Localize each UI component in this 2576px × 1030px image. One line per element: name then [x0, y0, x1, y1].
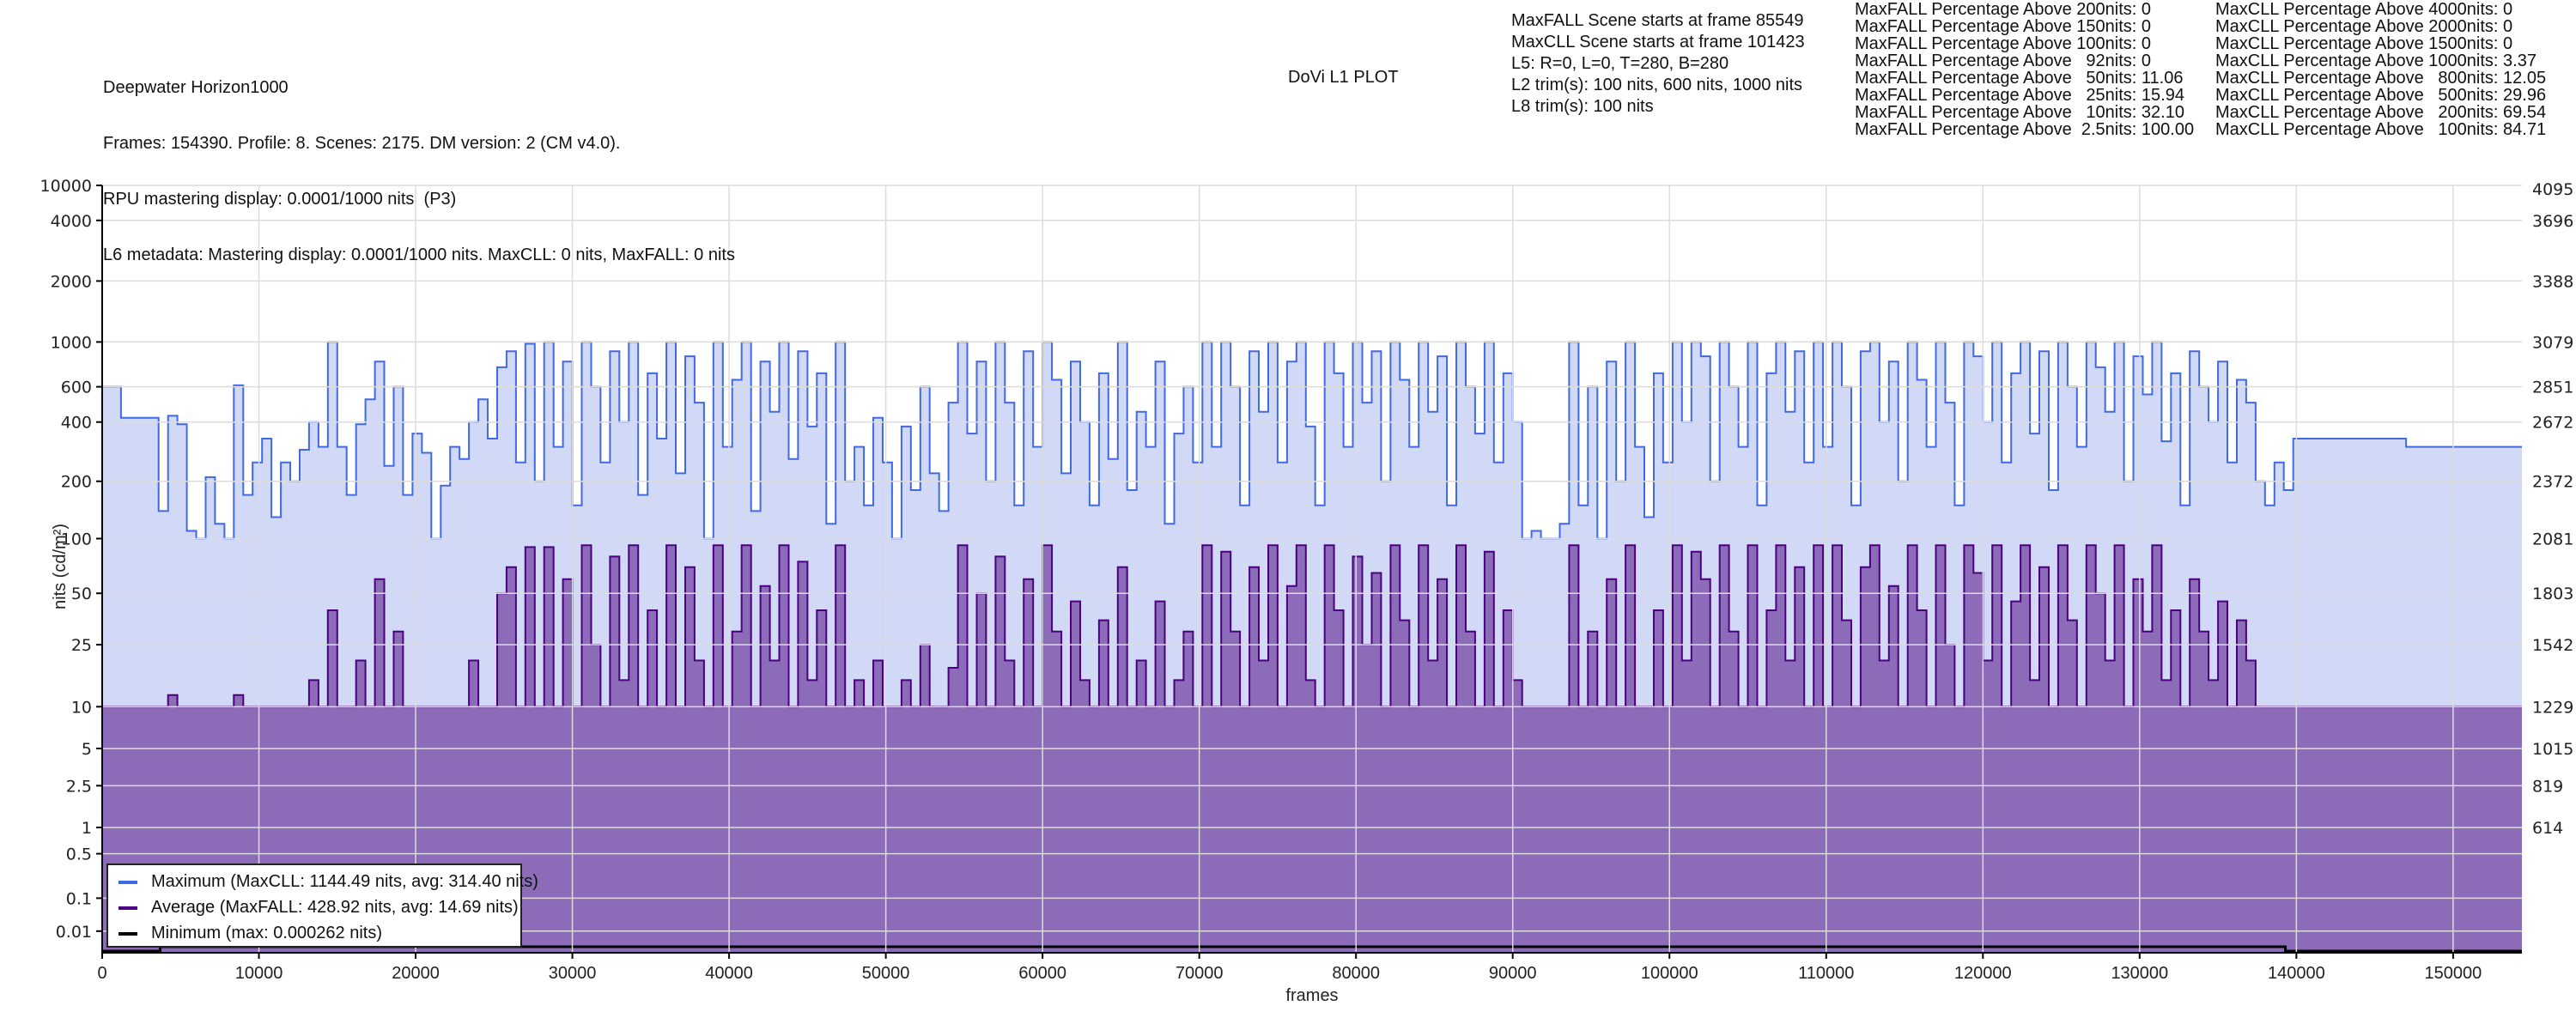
y2-tick-label: 1229 — [2532, 698, 2573, 717]
l6-metadata-info: L6 metadata: Mastering display: 0.0001/1… — [103, 245, 735, 264]
x-axis-label: frames — [1285, 986, 1338, 1005]
maxfall-stat-line: MaxFALL Percentage Above 10nits: 32.10 — [1855, 103, 2184, 122]
legend-avg-label: Average (MaxFALL: 428.92 nits, avg: 14.6… — [151, 898, 519, 917]
y-tick-label: 0.5 — [66, 845, 92, 864]
min-series-line — [102, 945, 2522, 953]
frames-info: Frames: 154390. Profile: 8. Scenes: 2175… — [103, 134, 621, 153]
x-tick-label: 80000 — [1332, 964, 1380, 983]
y2-tick-label: 3388 — [2532, 272, 2573, 291]
scene-info-line: MaxFALL Scene starts at frame 85549 — [1511, 11, 1804, 30]
maxfall-stat-line: MaxFALL Percentage Above 200nits: 0 — [1855, 0, 2152, 19]
y2-tick-label: 2372 — [2532, 473, 2573, 492]
y-tick-label: 1000 — [51, 333, 92, 352]
x-tick-label: 20000 — [392, 964, 440, 983]
x-tick-label: 70000 — [1176, 964, 1224, 983]
legend-item-avg: Average (MaxFALL: 428.92 nits, avg: 14.6… — [118, 894, 519, 920]
maxfall-stat-line: MaxFALL Percentage Above 150nits: 0 — [1855, 17, 2152, 36]
maxfall-stat-line: MaxFALL Percentage Above 2.5nits: 100.00 — [1855, 120, 2195, 139]
maxcll-stat-line: MaxCLL Percentage Above 100nits: 84.71 — [2215, 120, 2547, 139]
y2-tick-label: 1803 — [2532, 585, 2573, 603]
scene-info-line: MaxCLL Scene starts at frame 101423 — [1511, 33, 1805, 52]
avg-swatch — [118, 906, 137, 910]
y2-tick-label: 2672 — [2532, 414, 2573, 433]
x-tick-label: 120000 — [1954, 964, 2012, 983]
maxfall-stat-line: MaxFALL Percentage Above 25nits: 15.94 — [1855, 86, 2184, 105]
scene-info-line: L5: R=0, L=0, T=280, B=280 — [1511, 54, 1729, 73]
legend: Maximum (MaxCLL: 1144.49 nits, avg: 314.… — [106, 863, 538, 948]
legend-max-label: Maximum (MaxCLL: 1144.49 nits, avg: 314.… — [151, 872, 538, 891]
x-tick-label: 150000 — [2424, 964, 2482, 983]
header-info-left: Deepwater Horizon1000 Frames: 154390. Pr… — [103, 43, 735, 283]
y-tick-label: 4000 — [51, 212, 92, 231]
y2-tick-label: 3079 — [2532, 333, 2573, 352]
y-tick-label: 400 — [61, 414, 92, 433]
max-swatch — [118, 880, 137, 884]
x-tick-label: 130000 — [2111, 964, 2168, 983]
y-tick-label: 1 — [82, 819, 92, 838]
y2-tick-label: 819 — [2532, 777, 2563, 796]
x-tick-label: 50000 — [862, 964, 910, 983]
maxcll-stat-line: MaxCLL Percentage Above 4000nits: 0 — [2215, 0, 2513, 19]
axes: 0 10000 20000 30000 40000 50000 60000 70000 8000… — [40, 177, 2574, 1005]
maxfall-stat-line: MaxFALL Percentage Above 100nits: 0 — [1855, 34, 2152, 53]
y-tick-label: 0.01 — [56, 923, 92, 942]
y-tick-label: 10000 — [40, 177, 92, 196]
y2-tick-label: 2851 — [2532, 379, 2573, 397]
y-tick-label: 2.5 — [66, 777, 92, 796]
y-tick-label: 0.1 — [66, 889, 92, 908]
plot-title: DoVi L1 PLOT — [1288, 68, 1399, 87]
maxcll-stats: MaxCLL Percentage Above 4000nits: 0 MaxCL… — [2215, 1, 2546, 138]
maxfall-stat-line: MaxFALL Percentage Above 92nits: 0 — [1855, 52, 2152, 70]
y2-tick-label: 2081 — [2532, 530, 2573, 549]
maxcll-stat-line: MaxCLL Percentage Above 1000nits: 3.37 — [2215, 52, 2537, 70]
y2-tick-label: 4095 — [2532, 180, 2573, 199]
x-tick-label: 110000 — [1798, 964, 1854, 983]
rpu-mastering-info: RPU mastering display: 0.0001/1000 nits … — [103, 190, 457, 209]
x-tick-label: 140000 — [2268, 964, 2325, 983]
scene-info-block: MaxFALL Scene starts at frame 85549 MaxCL… — [1511, 10, 1805, 118]
x-tick-label: 100000 — [1641, 964, 1698, 983]
y2-tick-label: 614 — [2532, 819, 2563, 838]
y-tick-label: 25 — [71, 636, 92, 655]
y-tick-label: 600 — [61, 379, 92, 397]
y-tick-label: 50 — [71, 585, 92, 603]
movie-title: Deepwater Horizon1000 — [103, 78, 289, 97]
scene-info-line: L8 trim(s): 100 nits — [1511, 97, 1654, 116]
y-axis-label: nits (cd/m²) — [51, 524, 70, 609]
x-tick-label: 30000 — [549, 964, 597, 983]
legend-item-max: Maximum (MaxCLL: 1144.49 nits, avg: 314.… — [118, 869, 538, 894]
y2-tick-label: 1015 — [2532, 740, 2573, 759]
max-series-line — [102, 341, 2522, 540]
y-tick-label: 5 — [82, 740, 92, 759]
x-tick-label: 10000 — [235, 964, 283, 983]
maxcll-stat-line: MaxCLL Percentage Above 1500nits: 0 — [2215, 34, 2513, 53]
x-tick-label: 40000 — [705, 964, 753, 983]
y-tick-label: 100 — [61, 530, 92, 549]
scene-info-line: L2 trim(s): 100 nits, 600 nits, 1000 nit… — [1511, 76, 1803, 94]
legend-item-min: Minimum (max: 0.000262 nits) — [118, 920, 382, 946]
y2-tick-label: 1542 — [2532, 636, 2573, 655]
y2-tick-label: 3696 — [2532, 212, 2573, 231]
maxcll-stat-line: MaxCLL Percentage Above 2000nits: 0 — [2215, 17, 2513, 36]
x-tick-label: 90000 — [1489, 964, 1537, 983]
x-tick-label: 0 — [97, 964, 106, 983]
x-tick-label: 60000 — [1018, 964, 1066, 983]
maxfall-stat-line: MaxFALL Percentage Above 50nits: 11.06 — [1855, 69, 2184, 88]
y-tick-label: 200 — [61, 473, 92, 492]
maxcll-stat-line: MaxCLL Percentage Above 500nits: 29.96 — [2215, 86, 2547, 105]
y-tick-label: 2000 — [51, 272, 92, 291]
min-swatch — [118, 931, 137, 936]
legend-min-label: Minimum (max: 0.000262 nits) — [151, 924, 382, 942]
maxcll-stat-line: MaxCLL Percentage Above 200nits: 69.54 — [2215, 103, 2547, 122]
maxfall-stats: MaxFALL Percentage Above 200nits: 0 MaxFA… — [1855, 1, 2194, 138]
maxcll-stat-line: MaxCLL Percentage Above 800nits: 12.05 — [2215, 69, 2547, 88]
y-tick-label: 10 — [71, 698, 92, 717]
